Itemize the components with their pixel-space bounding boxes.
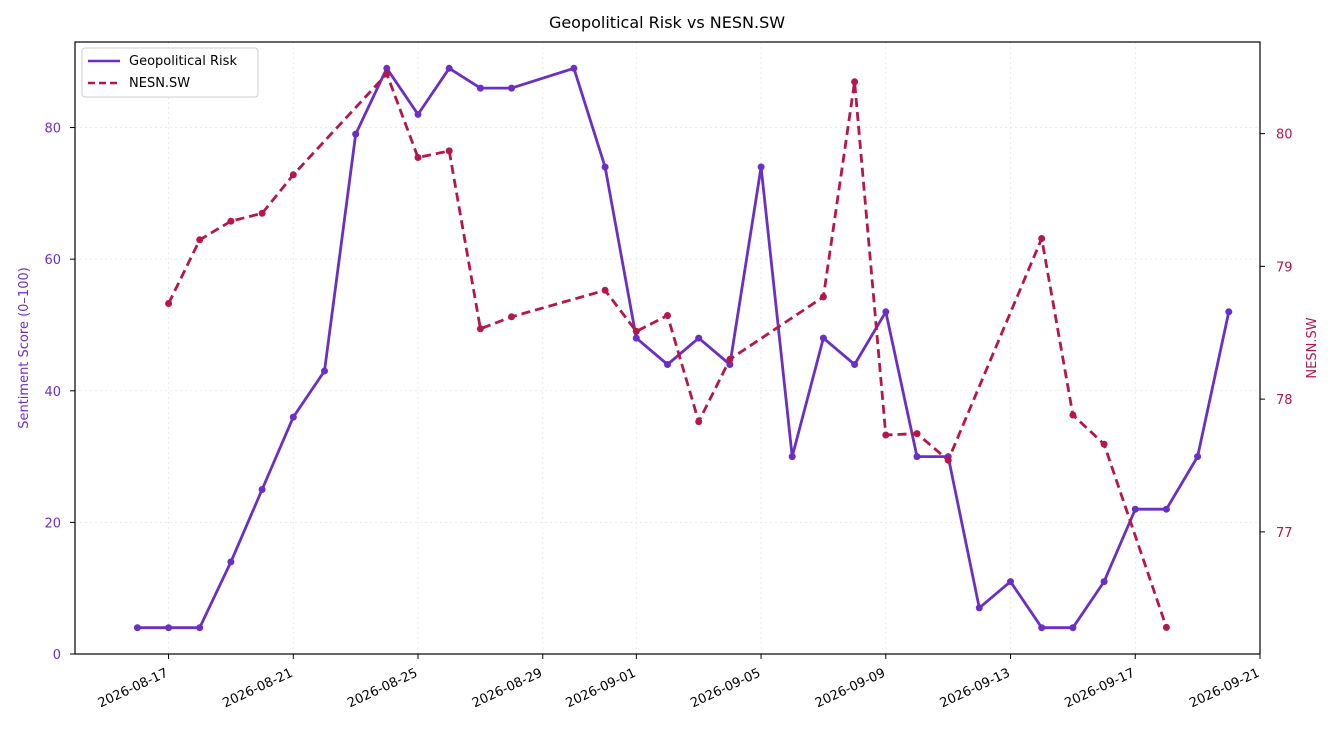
legend-box <box>81 47 259 98</box>
y-left-tick-label: 60 <box>44 253 61 268</box>
data-point-nesn-sw <box>913 430 921 438</box>
data-point-geopolitical-risk <box>1225 308 1233 316</box>
data-point-geopolitical-risk <box>414 110 422 118</box>
data-point-geopolitical-risk <box>695 334 703 342</box>
data-point-geopolitical-risk <box>1069 624 1077 632</box>
y-right-tick-label: 80 <box>1276 128 1293 143</box>
data-point-geopolitical-risk <box>445 64 453 72</box>
y-right-tick-label: 77 <box>1276 526 1293 541</box>
data-point-nesn-sw <box>508 313 516 321</box>
data-point-geopolitical-risk <box>851 361 859 368</box>
data-point-nesn-sw <box>601 286 609 294</box>
series-line-nesn-sw <box>167 72 1168 628</box>
data-point-geopolitical-risk <box>819 334 827 342</box>
data-point-nesn-sw <box>165 300 173 307</box>
data-point-nesn-sw <box>414 154 422 161</box>
x-tick-label: 2026-08-25 <box>345 666 420 712</box>
data-point-geopolitical-risk <box>196 624 204 632</box>
data-point-nesn-sw <box>1162 623 1170 631</box>
plot-frame <box>74 41 1261 655</box>
data-point-nesn-sw <box>196 236 204 244</box>
data-point-nesn-sw <box>1038 235 1046 242</box>
x-tick-label: 2026-08-29 <box>470 666 545 712</box>
data-point-geopolitical-risk <box>289 413 297 421</box>
data-point-nesn-sw <box>726 355 734 363</box>
series-line-geopolitical-risk <box>137 66 1231 630</box>
data-point-nesn-sw <box>632 327 640 335</box>
y-right-tick-label: 78 <box>1276 393 1293 408</box>
data-point-nesn-sw <box>664 312 671 319</box>
data-point-geopolitical-risk <box>258 486 266 493</box>
data-point-geopolitical-risk <box>570 64 578 72</box>
data-point-geopolitical-risk <box>1131 505 1139 513</box>
data-point-geopolitical-risk <box>632 334 640 342</box>
data-point-nesn-sw <box>383 70 391 78</box>
x-tick-label: 2026-09-01 <box>564 666 639 712</box>
data-point-geopolitical-risk <box>1162 505 1170 513</box>
y-right-tick-label: 79 <box>1276 260 1293 275</box>
data-point-geopolitical-risk <box>321 367 328 375</box>
data-point-nesn-sw <box>227 217 235 225</box>
y-left-tick-label: 0 <box>53 648 61 663</box>
data-point-geopolitical-risk <box>383 64 391 72</box>
data-point-geopolitical-risk <box>601 163 609 171</box>
y-left-tick-label: 80 <box>44 122 61 137</box>
data-point-geopolitical-risk <box>882 308 890 316</box>
data-point-geopolitical-risk <box>975 604 983 612</box>
data-point-geopolitical-risk <box>1038 624 1046 632</box>
data-point-nesn-sw <box>1069 411 1077 419</box>
data-point-geopolitical-risk <box>165 624 173 632</box>
data-point-nesn-sw <box>851 78 859 86</box>
x-tick-label: 2026-08-21 <box>221 666 296 712</box>
x-tick-label: 2026-08-17 <box>96 666 171 712</box>
y-left-tick-label: 40 <box>44 385 61 400</box>
data-point-geopolitical-risk <box>1007 578 1014 586</box>
y-left-tick-label: 20 <box>44 516 61 531</box>
data-point-geopolitical-risk <box>227 558 235 566</box>
data-point-nesn-sw <box>476 325 484 333</box>
data-point-geopolitical-risk <box>476 84 484 92</box>
data-point-geopolitical-risk <box>664 361 671 368</box>
x-tick-label: 2026-09-21 <box>1187 666 1262 712</box>
data-point-nesn-sw <box>695 418 703 426</box>
data-point-nesn-sw <box>445 147 453 155</box>
series-layer <box>133 64 1233 632</box>
data-point-nesn-sw <box>258 209 266 217</box>
grid <box>75 42 1261 655</box>
x-tick-label: 2026-09-17 <box>1063 666 1138 712</box>
data-point-geopolitical-risk <box>508 84 516 92</box>
y-axis-left-label: Sentiment Score (0–100) <box>17 267 32 429</box>
data-point-geopolitical-risk <box>757 163 765 171</box>
x-tick-label: 2026-09-05 <box>688 666 763 712</box>
x-tick-label: 2026-09-09 <box>813 666 888 712</box>
legend: Geopolitical Risk NESN.SW <box>81 47 259 98</box>
data-point-nesn-sw <box>944 456 952 464</box>
x-tick-label: 2026-09-13 <box>938 666 1013 712</box>
data-point-nesn-sw <box>882 431 890 439</box>
chart-title: Geopolitical Risk vs NESN.SW <box>549 13 785 32</box>
axes: 2026-08-17 2026-08-21 2026-08-25 2026-08-29… <box>44 122 1292 712</box>
legend-label-geopolitical-risk: Geopolitical Risk <box>129 54 237 69</box>
data-point-geopolitical-risk <box>352 130 360 138</box>
data-point-geopolitical-risk <box>133 624 141 632</box>
data-point-geopolitical-risk <box>1194 453 1202 461</box>
y-axis-right-label: NESN.SW <box>1305 317 1320 378</box>
data-point-geopolitical-risk <box>788 453 796 461</box>
data-point-geopolitical-risk <box>913 453 921 461</box>
data-point-nesn-sw <box>1100 440 1108 448</box>
legend-label-nesn: NESN.SW <box>129 76 190 91</box>
data-point-nesn-sw <box>819 293 827 301</box>
data-point-geopolitical-risk <box>1100 578 1108 586</box>
data-point-nesn-sw <box>289 171 297 179</box>
